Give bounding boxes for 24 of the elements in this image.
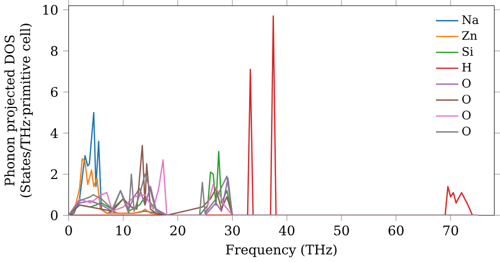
x-tick-label: 40 [278, 226, 294, 236]
x-tick-label: 60 [388, 226, 404, 236]
x-axis-title: Frequency (THz) [226, 244, 337, 258]
x-tick-label: 70 [443, 226, 458, 236]
y-tick-label: 0 [50, 210, 58, 220]
legend-label: O [462, 126, 471, 136]
y-tick-label: 10 [43, 5, 58, 15]
legend-label: Zn [462, 31, 478, 40]
legend-label: O [462, 78, 471, 88]
y-tick-label: 8 [50, 46, 58, 56]
x-tick-label: 30 [225, 226, 240, 236]
legend-label: O [462, 110, 471, 120]
x-tick-label: 50 [334, 226, 349, 236]
legend-label: Na [462, 16, 479, 24]
y-tick-label: 2 [50, 170, 58, 180]
y-axis-title: Phonon projected DOS (States/THz·primitive cell) [4, 24, 33, 198]
legend-label: O [462, 94, 471, 104]
x-tick-label: 0 [65, 226, 72, 236]
x-tick-label: 20 [170, 226, 186, 236]
x-tick-label: 10 [116, 226, 131, 236]
y-tick-label: 4 [50, 128, 58, 138]
y-tick-label: 6 [50, 87, 58, 98]
legend-label: H [462, 63, 472, 72]
legend-label: Si [462, 47, 474, 56]
